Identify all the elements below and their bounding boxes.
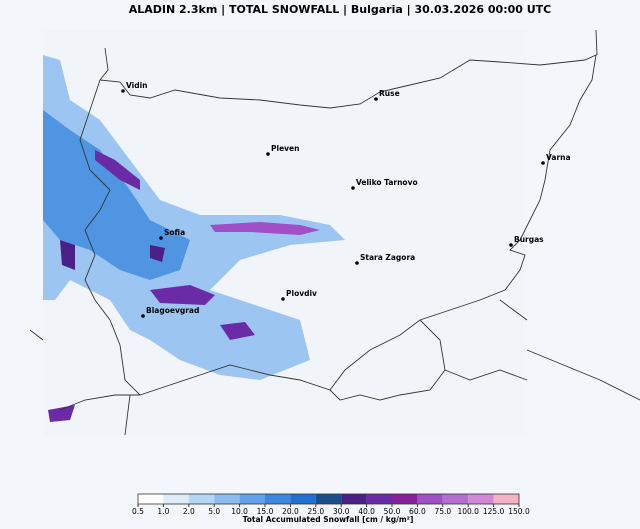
colorbar-tick-label: 30.0 <box>333 507 350 516</box>
colorbar-tick-label: 1.0 <box>157 507 169 516</box>
snow-area <box>95 150 140 190</box>
colorbar-swatch <box>468 494 494 504</box>
colorbar-swatch <box>239 494 265 504</box>
snow-area <box>48 405 75 422</box>
map-title: ALADIN 2.3km | TOTAL SNOWFALL | Bulgaria… <box>129 3 552 16</box>
city-dot <box>121 89 125 93</box>
colorbar-swatch <box>366 494 392 504</box>
city-dot <box>159 236 163 240</box>
country-border <box>79 47 597 396</box>
city-label: Plovdiv <box>286 289 317 298</box>
colorbar-tick-label: 20.0 <box>282 507 299 516</box>
colorbar-swatch <box>290 494 316 504</box>
city-label: Stara Zagora <box>360 253 415 262</box>
city-dot <box>509 243 513 247</box>
city-dot <box>351 186 355 190</box>
neighbor-border <box>29 29 640 436</box>
city-dot <box>355 261 359 265</box>
city-label: Pleven <box>271 144 299 153</box>
colorbar-tick-label: 125.0 <box>483 507 505 516</box>
city-label: Blagoevgrad <box>146 306 199 315</box>
snow-area <box>150 245 165 262</box>
colorbar-tick-label: 75.0 <box>434 507 451 516</box>
colorbar-tick-label: 150.0 <box>508 507 530 516</box>
snow-area <box>150 285 215 305</box>
city-label: Vidin <box>126 81 148 90</box>
city-label: Burgas <box>514 235 544 244</box>
snow-area <box>43 55 345 380</box>
colorbar-swatch <box>163 494 189 504</box>
city-dot <box>541 161 545 165</box>
snow-area <box>43 110 190 280</box>
city-markers: Vidin Ruse Pleven Varna Veliko Tarnovo Sofia B… <box>121 81 571 318</box>
colorbar-tick-label: 60.0 <box>409 507 426 516</box>
snow-area <box>60 240 75 270</box>
snow-area <box>210 222 320 235</box>
colorbar-swatch <box>315 494 342 504</box>
colorbar-tick-label: 0.5 <box>132 507 144 516</box>
colorbar-swatch <box>138 494 164 504</box>
city-label: Ruse <box>379 89 400 98</box>
city-label: Varna <box>546 153 571 162</box>
colorbar-frame <box>137 493 520 505</box>
city-dot <box>141 314 145 318</box>
colorbar-tick-label: 2.0 <box>183 507 195 516</box>
snow-field <box>43 55 345 422</box>
colorbar-label: Total Accumulated Snowfall [cm / kg/m²] <box>243 515 414 524</box>
colorbar-tick-label: 25.0 <box>307 507 324 516</box>
colorbar-swatch <box>265 494 291 504</box>
colorbar-swatch <box>442 494 469 504</box>
colorbar-swatch <box>417 494 443 504</box>
colorbar-tick-label: 10.0 <box>231 507 248 516</box>
colorbar-tick-label: 5.0 <box>208 507 220 516</box>
colorbar: 0.5 1.0 2.0 5.0 10.0 15.0 20.0 25.0 30.0 40.0 50.0… <box>132 493 530 516</box>
colorbar-tick-label: 15.0 <box>257 507 274 516</box>
city-label: Sofia <box>164 228 185 237</box>
colorbar-swatch <box>493 494 519 504</box>
snow-area <box>220 322 255 340</box>
colorbar-swatch <box>392 494 418 504</box>
colorbar-swatch <box>341 494 367 504</box>
city-dot <box>281 297 285 301</box>
colorbar-swatch <box>188 494 215 504</box>
colorbar-tick-label: 100.0 <box>457 507 479 516</box>
colorbar-tick-label: 40.0 <box>358 507 375 516</box>
city-label: Veliko Tarnovo <box>356 178 418 187</box>
map: Vidin Ruse Pleven Varna Veliko Tarnovo Sofia B… <box>29 29 640 436</box>
city-dot <box>266 152 270 156</box>
colorbar-swatch <box>214 494 240 504</box>
colorbar-tick-label: 50.0 <box>384 507 401 516</box>
city-dot <box>374 97 378 101</box>
